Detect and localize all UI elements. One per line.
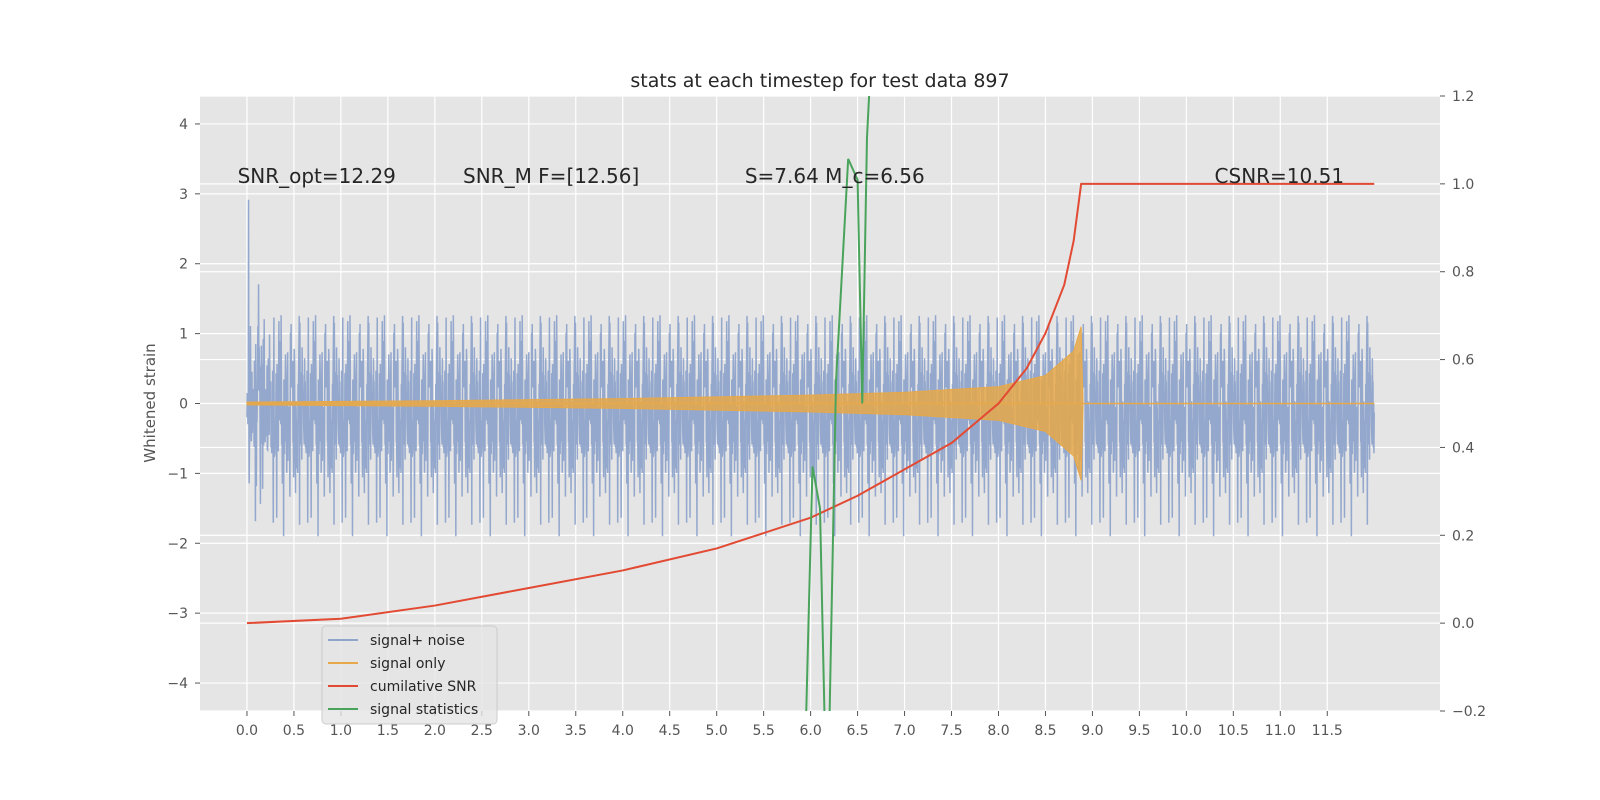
series-signal-noise — [246, 199, 1375, 537]
annotation-s-mc: S=7.64 M_c=6.56 — [745, 164, 925, 188]
y-tick-label-right: 0.6 — [1452, 353, 1474, 369]
y-tick-label-right: −0.2 — [1452, 704, 1486, 720]
y-tick-label: 2 — [179, 257, 188, 273]
y-axis-right: −0.2 0.0 0.2 0.4 0.6 0.8 1.0 1.2 — [1440, 89, 1486, 720]
y-tick-label: 0 — [179, 397, 188, 413]
y-tick-label: −3 — [167, 606, 188, 622]
plot-area — [246, 96, 1375, 711]
x-tick-label: 9.5 — [1128, 723, 1150, 739]
y-tick-label-right: 1.2 — [1452, 89, 1474, 105]
annotation-snr-opt: SNR_opt=12.29 — [238, 164, 396, 188]
legend: signal+ noise signal only cumilative SNR si… — [321, 625, 498, 725]
y-tick-label: 4 — [179, 117, 188, 133]
x-tick-label: 9.0 — [1081, 723, 1103, 739]
x-tick-label: 11.5 — [1312, 723, 1343, 739]
annotation-csnr: CSNR=10.51 — [1215, 164, 1345, 188]
annotation-snr-mf: SNR_M F=[12.56] — [463, 164, 639, 188]
series-cumulative-snr — [246, 182, 1375, 625]
y-tick-label: −1 — [167, 466, 188, 482]
x-tick-label: 4.0 — [612, 723, 634, 739]
chart-title: stats at each timestep for test data 897 — [630, 70, 1009, 92]
y-tick-label: 1 — [179, 327, 188, 343]
y-axis-left: −4 −3 −2 −1 0 1 2 3 4 — [167, 117, 200, 692]
y-tick-label: −4 — [167, 676, 188, 692]
x-tick-label: 7.5 — [940, 723, 962, 739]
annotations: SNR_opt=12.29 SNR_M F=[12.56] S=7.64 M_c=6… — [238, 164, 1345, 188]
y-tick-label-right: 0.4 — [1452, 440, 1474, 456]
x-tick-label: 5.0 — [706, 723, 728, 739]
series-signal-statistics — [805, 96, 871, 711]
y-tick-label-right: 1.0 — [1452, 177, 1474, 193]
x-tick-label: 3.0 — [518, 723, 540, 739]
y-tick-label-right: 0.8 — [1452, 265, 1474, 281]
x-tick-label: 10.5 — [1218, 723, 1249, 739]
x-tick-label: 0.5 — [283, 723, 305, 739]
x-tick-label: 1.5 — [377, 723, 399, 739]
x-tick-label: 2.0 — [424, 723, 446, 739]
x-tick-label: 5.5 — [753, 723, 775, 739]
y-axis-label: Whitened strain — [141, 343, 159, 462]
legend-label: signal+ noise — [370, 633, 465, 649]
x-tick-label: 4.5 — [659, 723, 681, 739]
legend-label: signal only — [370, 656, 445, 672]
y-tick-label: −2 — [167, 536, 188, 552]
x-tick-label: 6.5 — [846, 723, 868, 739]
x-tick-label: 1.0 — [330, 723, 352, 739]
legend-label: cumilative SNR — [370, 679, 477, 695]
x-axis: 0.0 0.5 1.0 1.5 2.0 2.5 3.0 3.5 4.0 4.5 5.0 5.5 6.0 6… — [236, 711, 1343, 739]
x-tick-label: 8.5 — [1034, 723, 1056, 739]
x-tick-label: 10.0 — [1171, 723, 1202, 739]
y-tick-label-right: 0.0 — [1452, 616, 1474, 632]
x-tick-label: 8.0 — [987, 723, 1009, 739]
y-tick-label-right: 0.2 — [1452, 528, 1474, 544]
x-tick-label: 0.0 — [236, 723, 258, 739]
x-tick-label: 3.5 — [565, 723, 587, 739]
y-tick-label: 3 — [179, 187, 188, 203]
x-tick-label: 7.0 — [893, 723, 915, 739]
x-tick-label: 6.0 — [799, 723, 821, 739]
legend-label: signal statistics — [370, 702, 478, 718]
legend-box — [321, 625, 498, 725]
x-tick-label: 2.5 — [471, 723, 493, 739]
x-tick-label: 11.0 — [1265, 723, 1296, 739]
